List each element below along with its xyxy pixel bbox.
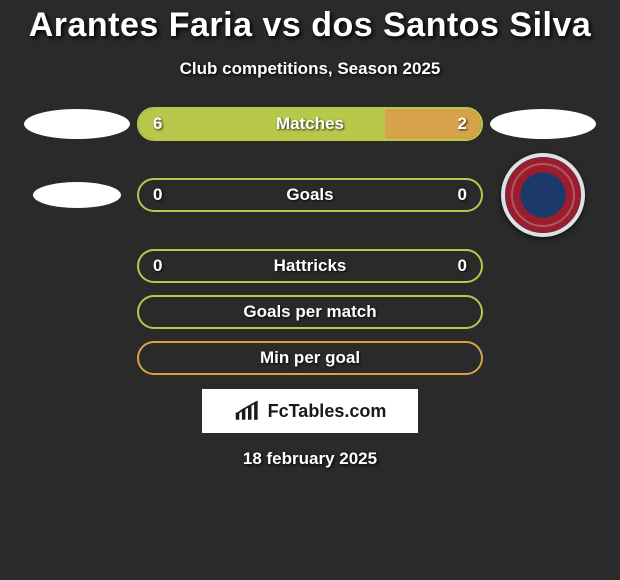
bar-label: Min per goal [139, 348, 481, 368]
logo-text: FcTables.com [268, 401, 387, 422]
row-hattricks: 0 Hattricks 0 [0, 249, 620, 283]
row-matches: 6 Matches 2 [0, 107, 620, 141]
date-label: 18 february 2025 [0, 449, 620, 469]
left-badge-slot [17, 249, 137, 283]
left-placeholder-icon [33, 182, 121, 208]
right-placeholder-icon [490, 109, 596, 139]
club-crest-icon [501, 153, 585, 237]
bar-label: Hattricks [139, 256, 481, 276]
bar-label: Goals [139, 185, 481, 205]
row-mpg: Min per goal [0, 341, 620, 375]
bar-goals: 0 Goals 0 [137, 178, 483, 212]
page-title: Arantes Faria vs dos Santos Silva [0, 6, 620, 45]
bar-hattricks: 0 Hattricks 0 [137, 249, 483, 283]
subtitle: Club competitions, Season 2025 [0, 59, 620, 79]
row-goals: 0 Goals 0 [0, 153, 620, 237]
value-right: 0 [458, 256, 467, 276]
right-badge-slot [483, 249, 603, 283]
bar-matches: 6 Matches 2 [137, 107, 483, 141]
left-badge-slot [17, 107, 137, 141]
chart-icon [234, 400, 262, 422]
fctables-logo: FcTables.com [202, 389, 418, 433]
left-badge-slot [17, 178, 137, 212]
bar-gpm: Goals per match [137, 295, 483, 329]
comparison-rows: 6 Matches 2 0 Goals 0 [0, 107, 620, 375]
left-badge-slot [17, 341, 137, 375]
bar-label: Matches [139, 114, 481, 134]
value-right: 2 [458, 114, 467, 134]
bar-label: Goals per match [139, 302, 481, 322]
right-badge-slot [483, 341, 603, 375]
right-badge-slot [483, 107, 603, 141]
bar-mpg: Min per goal [137, 341, 483, 375]
row-gpm: Goals per match [0, 295, 620, 329]
right-badge-slot [483, 153, 603, 237]
right-badge-slot [483, 295, 603, 329]
value-right: 0 [458, 185, 467, 205]
left-placeholder-icon [24, 109, 130, 139]
left-badge-slot [17, 295, 137, 329]
